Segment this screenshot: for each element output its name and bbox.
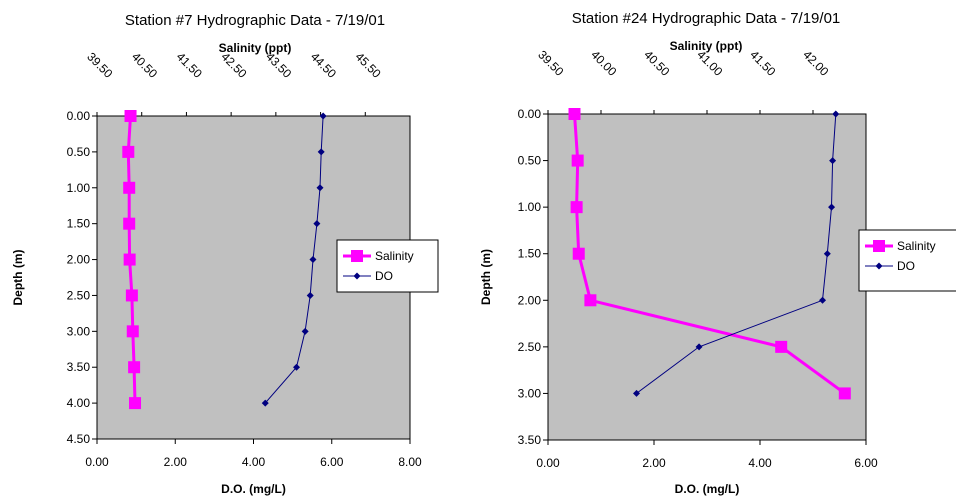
legend-salinity-marker xyxy=(873,240,885,252)
bottom-tick-label: 2.00 xyxy=(642,456,666,470)
chart-title: Station #7 Hydrographic Data - 7/19/01 xyxy=(125,12,385,29)
chart-title: Station #24 Hydrographic Data - 7/19/01 xyxy=(572,10,841,27)
salinity-point xyxy=(568,108,581,120)
do-point xyxy=(829,157,837,165)
do-point xyxy=(823,250,831,258)
legend: Salinity DO xyxy=(336,239,439,293)
salinity-point xyxy=(122,145,135,158)
y-tick-label: 0.00 xyxy=(518,107,542,121)
y-tick-label: 2.50 xyxy=(518,340,542,354)
salinity-point xyxy=(126,325,139,338)
legend-label: DO xyxy=(897,259,915,273)
top-tick-label: 42.00 xyxy=(800,48,831,79)
legend-salinity-marker xyxy=(351,250,363,262)
do-point xyxy=(695,343,703,351)
legend-label: Salinity xyxy=(375,249,414,263)
salinity-point xyxy=(128,361,141,374)
do-point xyxy=(317,148,325,156)
top-tick-label: 41.50 xyxy=(747,48,778,79)
chart-station-24: Station #24 Hydrographic Data - 7/19/01 S… xyxy=(479,10,956,496)
top-tick-label: 39.50 xyxy=(84,50,115,81)
y-tick-label: 3.50 xyxy=(67,360,91,374)
salinity-point xyxy=(123,181,136,194)
do-point xyxy=(313,220,321,228)
do-point xyxy=(316,184,324,192)
bottom-tick-label: 4.00 xyxy=(242,455,266,469)
do-point xyxy=(832,110,840,118)
do-point xyxy=(633,389,641,397)
y-tick-label: 2.00 xyxy=(67,253,91,267)
y-tick-label: 0.50 xyxy=(518,154,542,168)
legend: Salinity DO xyxy=(858,229,956,292)
salinity-point xyxy=(125,289,138,302)
bottom-tick-label: 6.00 xyxy=(320,455,344,469)
top-tick-label: 44.50 xyxy=(308,50,339,81)
salinity-point xyxy=(584,294,597,307)
do-point xyxy=(319,112,327,120)
do-point xyxy=(261,399,269,407)
y-tick-label: 3.00 xyxy=(518,386,542,400)
bottom-tick-label: 6.00 xyxy=(854,456,878,470)
do-point xyxy=(819,296,827,304)
y-tick-label: 3.50 xyxy=(518,433,542,447)
y-tick-label: 0.00 xyxy=(67,109,91,123)
bottom-tick-label: 8.00 xyxy=(398,455,422,469)
bottom-tick-label: 0.00 xyxy=(536,456,560,470)
salinity-point xyxy=(571,154,584,167)
salinity-point xyxy=(572,247,585,260)
salinity-point xyxy=(123,253,136,266)
chart-station-7: Station #7 Hydrographic Data - 7/19/01 Sa… xyxy=(11,12,439,496)
legend-label: DO xyxy=(375,269,393,283)
top-tick-label: 40.50 xyxy=(641,48,672,79)
do-point xyxy=(293,363,301,371)
salinity-point xyxy=(838,387,851,400)
bottom-tick-label: 2.00 xyxy=(164,455,188,469)
bottom-tick-label: 4.00 xyxy=(748,456,772,470)
top-tick-label: 39.50 xyxy=(535,48,566,79)
bottom-axis-label: D.O. (mg/L) xyxy=(221,482,286,496)
y-axis-label: Depth (m) xyxy=(479,249,493,305)
y-tick-label: 1.50 xyxy=(67,217,91,231)
salinity-point xyxy=(123,217,136,230)
top-tick-label: 45.50 xyxy=(353,50,384,81)
y-axis-label: Depth (m) xyxy=(11,250,25,306)
do-point xyxy=(306,291,314,299)
y-tick-label: 4.50 xyxy=(67,432,91,446)
legend-label: Salinity xyxy=(897,239,936,253)
salinity-point xyxy=(570,201,583,214)
do-point xyxy=(301,327,309,335)
y-tick-label: 4.00 xyxy=(67,396,91,410)
y-tick-label: 2.50 xyxy=(67,288,91,302)
top-tick-label: 40.00 xyxy=(588,48,619,79)
y-tick-label: 0.50 xyxy=(67,145,91,159)
top-tick-label: 40.50 xyxy=(129,50,160,81)
top-tick-label: 41.50 xyxy=(174,50,205,81)
top-axis-label: Salinity (ppt) xyxy=(670,39,743,53)
y-tick-label: 1.50 xyxy=(518,247,542,261)
legend-box xyxy=(336,239,439,293)
do-point xyxy=(309,256,317,264)
bottom-axis-label: D.O. (mg/L) xyxy=(675,482,740,496)
bottom-tick-label: 0.00 xyxy=(85,455,109,469)
salinity-point xyxy=(124,110,137,122)
plot-area xyxy=(547,113,867,441)
salinity-point xyxy=(129,397,142,410)
salinity-point xyxy=(775,340,788,353)
top-axis-label: Salinity (ppt) xyxy=(219,41,292,55)
legend-do-marker xyxy=(353,272,361,280)
y-tick-label: 1.00 xyxy=(518,200,542,214)
y-tick-label: 3.00 xyxy=(67,324,91,338)
do-point xyxy=(828,203,836,211)
y-tick-label: 2.00 xyxy=(518,293,542,307)
y-tick-label: 1.00 xyxy=(67,181,91,195)
legend-do-marker xyxy=(875,262,883,270)
